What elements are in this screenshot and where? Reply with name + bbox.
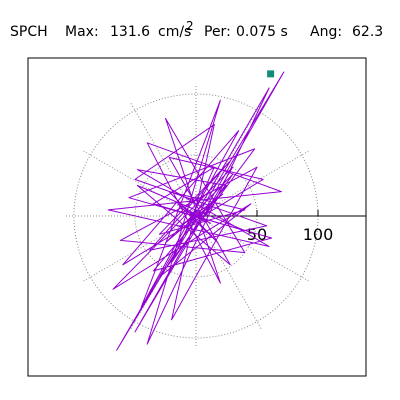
grid-spoke-240	[130, 215, 197, 329]
max-value: 131.6	[110, 24, 150, 40]
grid-spoke-300	[195, 215, 262, 329]
max-amplitude-marker	[267, 70, 275, 78]
plot-frame	[27, 57, 367, 377]
grid-spoke-30	[195, 150, 309, 217]
max-marker-group	[267, 70, 275, 78]
max-unit-exponent: 2	[186, 19, 194, 33]
angle-value: 62.3	[352, 24, 383, 40]
radial-tick-label-50: 50	[247, 225, 267, 244]
grid-spoke-150	[83, 150, 197, 217]
max-label: Max:	[65, 24, 99, 40]
period-label: Per:	[204, 24, 231, 40]
period-value: 0.075 s	[236, 24, 288, 40]
grid-spoke-60	[195, 103, 262, 217]
radial-tick-label-100: 100	[303, 225, 334, 244]
orbit-trace	[107, 71, 285, 351]
grid-spoke-210	[83, 215, 197, 282]
max-unit: cm/s	[158, 24, 191, 40]
station-code: SPCH	[10, 24, 48, 40]
chart-header: SPCH Max: 131.6 cm/s 2 Per: 0.075 s Ang:…	[10, 19, 383, 40]
angle-label: Ang:	[310, 24, 342, 40]
grid-spoke-330	[195, 215, 309, 282]
orbit-series	[107, 71, 285, 351]
